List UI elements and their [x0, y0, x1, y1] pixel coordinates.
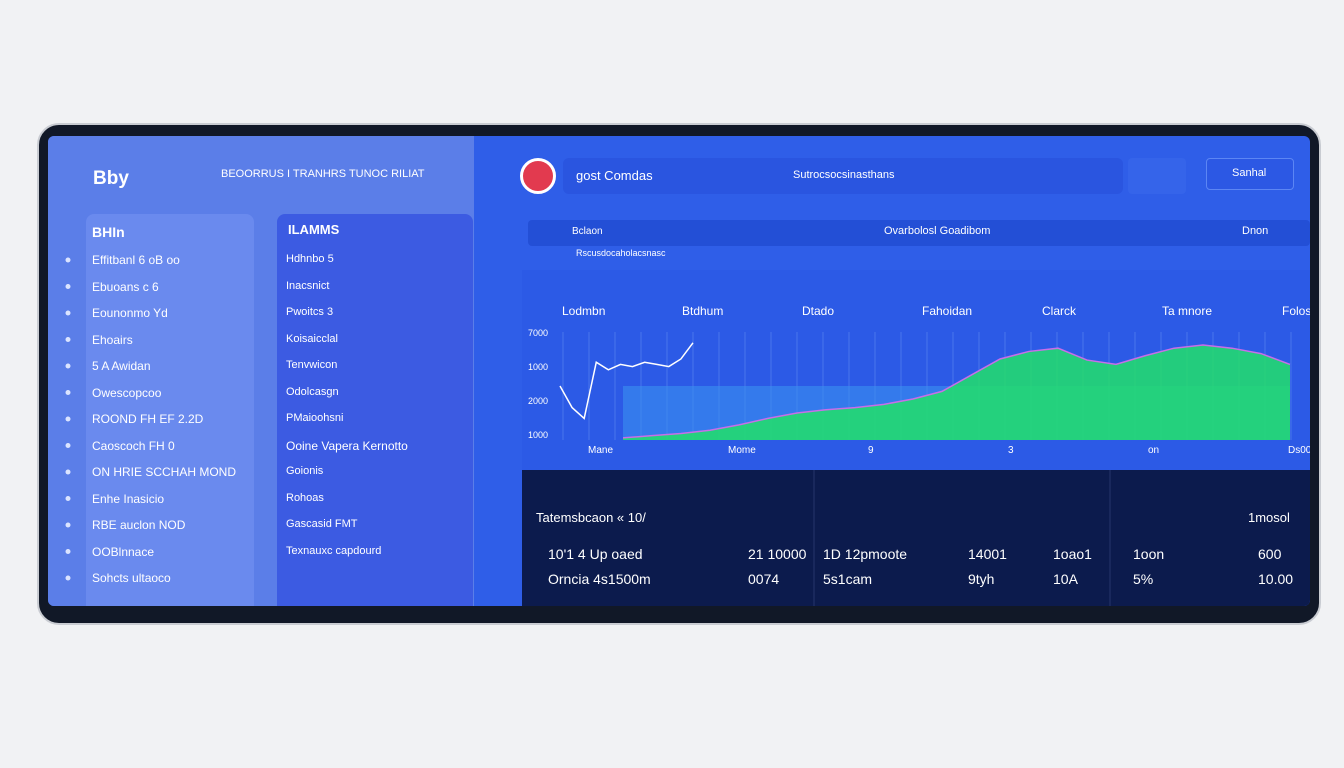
table-cell: 1D 12pmoote — [823, 546, 908, 562]
column-header: Ta mnore — [1162, 304, 1213, 318]
table-panel — [522, 470, 1310, 606]
chart — [65, 257, 1292, 606]
panel-item: Goionis — [286, 465, 324, 477]
panel-item: Tenvwicon — [286, 359, 338, 371]
search-text[interactable]: Sutrocsocsinasthans — [793, 169, 895, 181]
sidebar-icon — [65, 390, 71, 395]
area-edge — [622, 344, 1291, 439]
panel-item: Gascasid FMT — [286, 518, 358, 530]
column-header: Lodmbn — [562, 304, 606, 318]
x-label: Mane — [588, 445, 614, 456]
subbar-left: Bclaon — [572, 226, 603, 237]
sidebar-item: 5 A Awidan — [92, 359, 151, 373]
subbar-right: Dnon — [1242, 225, 1269, 237]
screen: Bby BEOORRUS I TRANHRS TUNOC RILIAT gost… — [48, 136, 1310, 606]
panel-item: Texnauxc capdourd — [286, 544, 382, 557]
brand: Bby — [93, 168, 129, 189]
subbar-caption: Rscusdocaholacsnasc — [576, 248, 666, 258]
sidebar-icon — [65, 363, 71, 369]
sidebar-icon — [65, 416, 71, 422]
panel-item: Koisaicclal — [286, 332, 338, 345]
sidebar-item: Caoscoch FH 0 — [92, 438, 175, 453]
y-label: 1000 — [528, 362, 549, 372]
sidebar-item: Owescopcoo — [92, 385, 162, 400]
menu-button[interactable] — [1128, 158, 1186, 194]
y-label: 1000 — [528, 430, 549, 440]
table-title-right: 1mosol — [1248, 510, 1290, 525]
line — [559, 342, 694, 420]
table-cell: 1oao1 — [1053, 546, 1092, 562]
table-cell: 5s1cam — [823, 571, 873, 587]
y-label: 2000 — [528, 396, 549, 406]
table-cell: 10'1 4 Up oaed — [548, 546, 643, 562]
panel-item: Ooine Vapera Kernotto — [286, 438, 408, 453]
sidebar-item: Ebuoans c 6 — [92, 279, 159, 294]
table-cell: 9tyh — [968, 571, 995, 587]
table-cell: 21 10000 — [748, 546, 807, 562]
sidebar-icon — [65, 337, 71, 342]
sidebar-item: Enhe Inasicio — [92, 491, 165, 506]
panel-item: Rohoas — [286, 491, 324, 504]
app-name: gost Comdas — [576, 168, 653, 183]
x-label: Mome — [728, 445, 756, 456]
sidebar-icon — [65, 310, 71, 316]
panel-item: Pwoitcs 3 — [286, 306, 334, 318]
sidebar-icon — [65, 257, 71, 263]
sidebar-icon — [65, 522, 71, 528]
sidebar-icon — [65, 443, 71, 448]
x-label: 3 — [1008, 445, 1014, 456]
avatar[interactable] — [520, 158, 556, 194]
table-cell: 0074 — [748, 571, 780, 587]
table-cell: 14001 — [968, 546, 1007, 562]
table-cell: 600 — [1258, 546, 1282, 562]
sidebar-card — [86, 214, 254, 606]
sidebar-item: Ehoairs — [92, 332, 133, 347]
action-button[interactable] — [1206, 158, 1294, 190]
panel-card — [277, 214, 473, 606]
table-cell: Orncia 4s1500m — [548, 571, 651, 587]
sidebar-item: ON HRIE SCCHAH MOND — [92, 465, 237, 479]
x-label: on — [1148, 445, 1160, 456]
sidebar-item: Effitbanl 6 oB oo — [92, 253, 180, 267]
panel-title: ILAMMS — [288, 222, 340, 237]
sidebar-icon — [65, 549, 71, 554]
search-bar — [563, 158, 1123, 194]
column-header: Dtado — [802, 304, 835, 318]
table-cell: 10.00 — [1258, 571, 1294, 587]
sidebar-item: Sohcts ultaoco — [92, 571, 171, 585]
panel-item: Inacsnict — [286, 279, 330, 292]
sidebar-icon — [65, 284, 71, 289]
column-header: Clarck — [1042, 304, 1077, 318]
y-label: 7000 — [528, 328, 549, 338]
sidebar-icon — [65, 469, 71, 475]
sidebar-icon — [65, 575, 71, 581]
sub-bar — [528, 220, 1310, 246]
column-header: Folosbuim — [1282, 304, 1310, 318]
column-header: Fahoidan — [922, 304, 973, 318]
sidebar-item: RBE auclon NOD — [92, 518, 186, 532]
sidebar-item: Eounonmo Yd — [92, 306, 168, 320]
area — [623, 344, 1290, 440]
subbar-center: Ovarbolosl Goadibom — [884, 225, 991, 237]
nav[interactable]: BEOORRUS I TRANHRS TUNOC RILIAT — [221, 168, 425, 180]
table-title: Tatemsbcaon « 10/ — [536, 510, 646, 525]
sidebar-icon — [65, 496, 71, 501]
sidebar-item: OOBlnnace — [92, 544, 155, 559]
panel-item: Odolcasgn — [286, 385, 339, 398]
table-cell: 10A — [1053, 571, 1078, 587]
x-label: Ds00 — [1288, 445, 1310, 456]
sidebar-item: ROOND FH EF 2.2D — [92, 412, 204, 426]
column-header: Btdhum — [682, 304, 724, 318]
table-cell: 5% — [1133, 571, 1154, 587]
table-cell: 1oon — [1133, 546, 1165, 562]
button-label[interactable]: Sanhal — [1232, 167, 1267, 179]
panel-item: Hdhnbo 5 — [286, 253, 334, 265]
x-label: 9 — [868, 445, 874, 456]
panel-item: PMaioohsni — [286, 412, 344, 424]
sidebar-title: BHIn — [92, 224, 125, 240]
